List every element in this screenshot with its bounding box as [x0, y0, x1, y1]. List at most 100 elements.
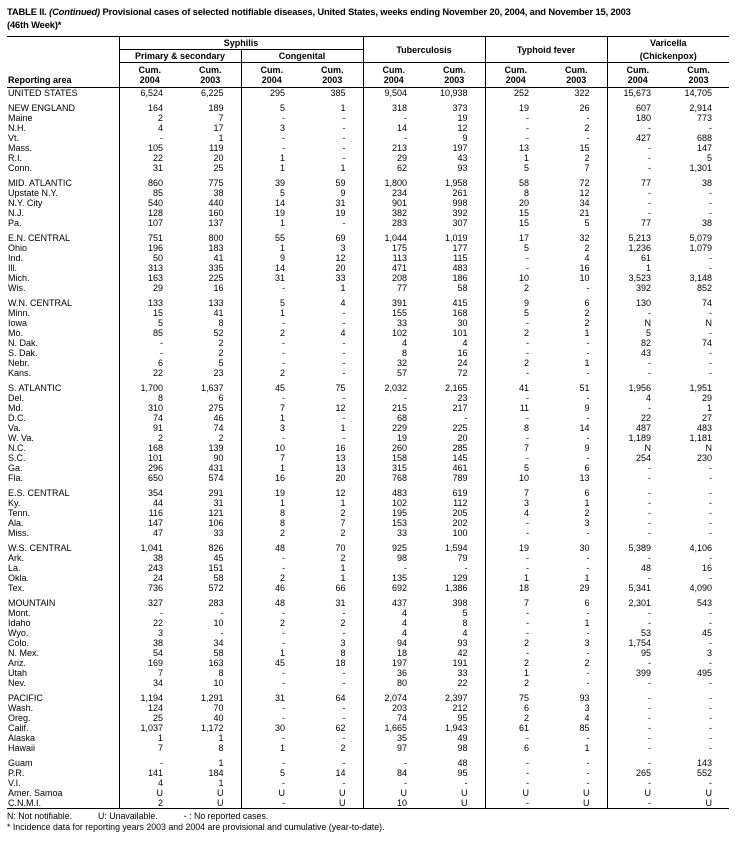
- value-cell: 688: [697, 133, 713, 143]
- value-cell: 85: [152, 188, 163, 198]
- value-cell: 20: [519, 198, 530, 208]
- value-cell: -: [282, 283, 285, 293]
- value-cell: -: [648, 733, 652, 743]
- value-cell: 265: [636, 768, 652, 778]
- value-cell: 1,019: [424, 233, 486, 243]
- value-cell: -: [302, 733, 364, 743]
- table-row: Ky. 44 31 1 1 102 112 3 1- -: [7, 498, 729, 508]
- value-cell: 1: [524, 573, 530, 583]
- value-cell: 8: [402, 348, 408, 358]
- value-cell: 90: [180, 453, 242, 463]
- value-cell: 33: [424, 668, 486, 678]
- value-cell: 2: [157, 798, 163, 808]
- spacer-cell: [424, 483, 486, 488]
- value-cell: 5: [707, 153, 713, 163]
- value-cell: U: [180, 798, 242, 809]
- reporting-area-cell: V.I.: [7, 778, 120, 788]
- spacer-cell: [546, 753, 608, 758]
- value-cell: 168: [147, 443, 163, 453]
- value-cell: 74: [180, 423, 242, 433]
- value-cell: 2: [279, 528, 285, 538]
- value-cell: 95: [424, 713, 486, 723]
- value-cell: 19: [274, 488, 285, 498]
- table-row: Mont. - - - - 4 5 - - - -: [7, 608, 729, 618]
- value-cell: U: [180, 788, 242, 798]
- value-cell: -: [546, 678, 608, 688]
- value-cell: 4: [402, 618, 408, 628]
- value-cell: 31: [274, 273, 285, 283]
- value-cell: 22: [152, 153, 163, 163]
- value-cell: -: [302, 628, 364, 638]
- value-cell: 33: [180, 528, 242, 538]
- value-cell: 5: [646, 328, 652, 338]
- value-cell: 650: [147, 473, 163, 483]
- value-cell: 2: [546, 308, 608, 318]
- table-row: Wash. 124 70 - - 203 212 6 3 - -: [7, 703, 729, 713]
- table-number: TABLE II.: [7, 6, 47, 17]
- value-cell: 5,079: [689, 233, 713, 243]
- value-cell: 3: [279, 123, 285, 133]
- value-cell: 215: [391, 403, 408, 413]
- value-cell: 1: [279, 498, 285, 508]
- value-cell: 1,181: [689, 433, 713, 443]
- value-cell: U: [546, 798, 608, 809]
- footnotes: N: Not notifiable. U: Unavailable. - : No …: [7, 811, 729, 832]
- value-cell: 168: [424, 308, 486, 318]
- reporting-area-cell: PACIFIC: [7, 693, 120, 703]
- value-cell: U: [302, 798, 364, 809]
- reporting-area-cell: Calif.: [7, 723, 120, 733]
- value-cell: U: [302, 788, 364, 798]
- value-cell: 26: [546, 103, 608, 113]
- value-cell: -: [526, 453, 530, 463]
- value-cell: 20: [424, 433, 486, 443]
- value-cell: -: [404, 393, 408, 403]
- reporting-area-cell: Del.: [7, 393, 120, 403]
- value-cell: 1: [180, 778, 242, 788]
- spacer-cell: [546, 228, 608, 233]
- reporting-area-cell: Fla.: [7, 473, 120, 483]
- value-cell: 6: [546, 488, 608, 498]
- value-cell: -: [160, 758, 163, 768]
- table-row: W.N. CENTRAL 133 133 5 4 391 415 9 6 130 74: [7, 298, 729, 308]
- table-row: N. Mex. 54 58 1 8 18 42- -95 3: [7, 648, 729, 658]
- value-cell: -: [648, 143, 652, 153]
- value-cell: -: [526, 778, 530, 788]
- value-cell: -: [546, 413, 608, 423]
- value-cell: 483: [697, 423, 713, 433]
- value-cell: 7: [157, 743, 163, 753]
- value-cell: 1,637: [180, 383, 242, 393]
- spacer-cell: [546, 293, 608, 298]
- value-cell: -: [302, 308, 364, 318]
- value-cell: 6: [157, 358, 163, 368]
- value-cell: -: [648, 208, 652, 218]
- value-cell: 113: [392, 253, 408, 263]
- value-cell: 45: [180, 553, 242, 563]
- spacer-cell: [7, 753, 120, 758]
- value-cell: 14: [546, 423, 608, 433]
- value-cell: -: [302, 113, 364, 123]
- value-cell: -: [526, 758, 530, 768]
- value-cell: 4: [302, 298, 364, 308]
- group-spacer: [7, 173, 729, 178]
- value-cell: 43: [641, 348, 652, 358]
- value-cell: 230: [697, 453, 713, 463]
- cum-col-header: Cum. 2004: [485, 62, 547, 88]
- value-cell: 1: [546, 573, 608, 583]
- value-cell: 18: [397, 648, 408, 658]
- value-cell: 12: [302, 403, 364, 413]
- value-cell: 58: [519, 178, 530, 188]
- value-cell: 5: [546, 218, 608, 228]
- value-cell: -: [404, 758, 408, 768]
- value-cell: 1: [302, 423, 364, 433]
- value-cell: 94: [397, 638, 408, 648]
- reporting-area-cell: S. ATLANTIC: [7, 383, 120, 393]
- value-cell: 2: [302, 528, 364, 538]
- value-cell: 3: [524, 498, 530, 508]
- spacer-cell: [180, 753, 242, 758]
- value-cell: 42: [424, 648, 486, 658]
- value-cell: -: [282, 318, 285, 328]
- value-cell: -: [709, 638, 713, 648]
- value-cell: 77: [397, 283, 408, 293]
- value-cell: -: [709, 508, 713, 518]
- value-cell: 38: [702, 218, 713, 228]
